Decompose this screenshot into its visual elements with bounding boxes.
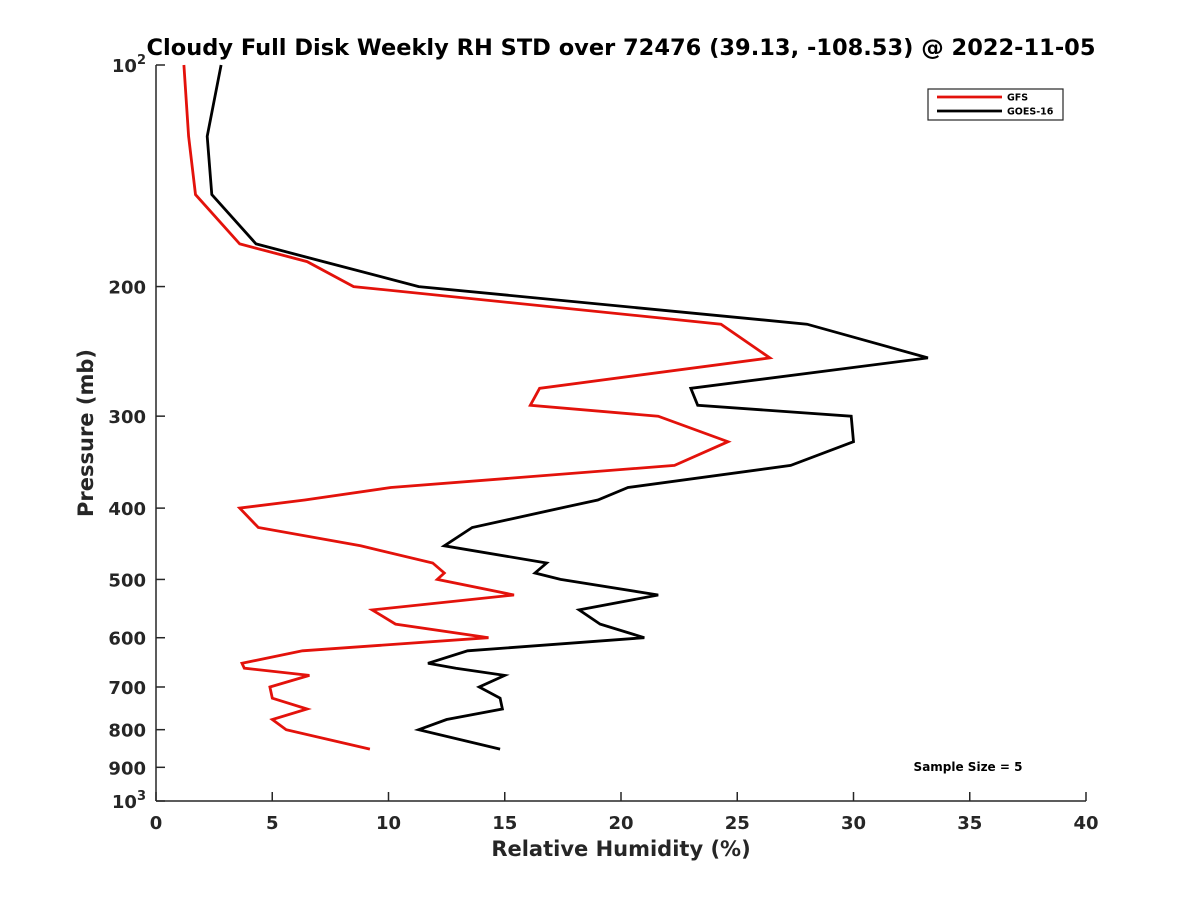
sample-size-annotation: Sample Size = 5 [914,760,1023,774]
plot-area: 0 5 10 15 20 25 30 35 40 102 200 300 400 500 600 700 80… [108,53,1098,834]
x-tick-label: 25 [725,813,750,834]
legend-label-gfs: GFS [1007,93,1028,104]
chart-title: Cloudy Full Disk Weekly RH STD over 7247… [147,35,1096,61]
y-tick-label: 103 [112,789,146,813]
y-tick-label: 200 [108,278,146,299]
legend-entries: GFS GOES-16 [937,93,1054,118]
legend-label-goes-16: GOES-16 [1007,107,1054,118]
x-tick-label: 40 [1073,813,1098,834]
y-tick-label: 102 [112,53,146,77]
legend-box [927,88,1064,121]
x-tick-label: 30 [841,813,866,834]
y-tick-label: 600 [108,629,146,650]
x-axis-label: Relative Humidity (%) [491,837,750,861]
y-tick-label: 700 [108,678,146,699]
y-axis-ticks: 102 200 300 400 500 600 700 800 900 103 [108,53,165,813]
y-tick-label: 400 [108,499,146,520]
x-axis-ticks: 0 5 10 15 20 25 30 35 40 [150,792,1099,834]
y-axis-label: Pressure (mb) [74,349,98,517]
x-tick-label: 5 [266,813,279,834]
y-tick-label: 800 [108,721,146,742]
series-line-gfs [182,64,774,751]
x-tick-label: 15 [492,813,517,834]
y-tick-label: 300 [108,407,146,428]
legend: GFS GOES-16 [927,88,1064,121]
series-line-goes-16 [205,64,929,751]
y-tick-label: 500 [108,570,146,591]
series-lines [182,64,929,751]
x-tick-label: 20 [608,813,633,834]
x-tick-label: 35 [957,813,982,834]
x-tick-label: 0 [150,813,163,834]
x-tick-label: 10 [376,813,401,834]
y-tick-label: 900 [108,758,146,779]
